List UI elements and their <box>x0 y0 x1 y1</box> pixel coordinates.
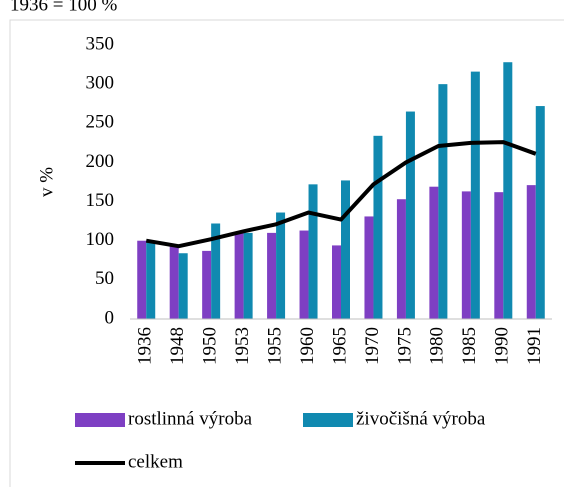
x-tick-label: 1960 <box>297 327 318 365</box>
bar <box>526 185 536 319</box>
y-tick-label: 200 <box>86 151 115 172</box>
y-tick-label: 350 <box>86 33 115 54</box>
bar <box>308 184 318 319</box>
x-tick-label: 1955 <box>264 327 285 365</box>
x-tick-label: 1980 <box>427 327 448 365</box>
legend-label: živočišná výroba <box>356 408 486 429</box>
x-tick-label: 1950 <box>200 327 221 365</box>
bar <box>535 106 545 319</box>
bar <box>396 199 406 319</box>
bar <box>503 62 513 319</box>
x-tick-label: 1991 <box>524 327 545 365</box>
bar <box>364 216 374 319</box>
y-tick-label: 250 <box>86 112 115 133</box>
bar <box>405 111 415 320</box>
bar <box>461 191 471 319</box>
bar <box>243 232 253 319</box>
bar <box>267 232 277 319</box>
legend-swatch <box>303 413 353 427</box>
bar <box>276 212 286 319</box>
line <box>145 140 537 249</box>
x-tick-label: 1965 <box>329 327 350 365</box>
x-tick-label: 1936 <box>135 327 156 365</box>
bar <box>169 246 179 319</box>
y-axis-label: v % <box>36 167 57 197</box>
bar <box>234 232 244 319</box>
bar <box>438 84 448 320</box>
chart-title: 1936 = 100 % <box>10 0 117 15</box>
bar <box>341 180 350 319</box>
x-tick-label: 1953 <box>232 327 253 365</box>
legend-label: celkem <box>128 451 183 472</box>
bar <box>332 245 341 319</box>
x-tick-label: 1975 <box>394 327 415 365</box>
y-tick-label: 100 <box>86 229 115 250</box>
bar <box>299 230 309 319</box>
legend-label: rostlinná výroba <box>128 408 253 429</box>
legend-swatch <box>75 413 125 427</box>
bar <box>494 192 504 319</box>
x-tick-label: 1985 <box>459 327 480 365</box>
x-tick-label: 1948 <box>167 327 188 365</box>
bar <box>470 71 480 319</box>
bar <box>202 250 212 319</box>
bar <box>137 240 147 319</box>
y-tick-label: 300 <box>86 73 115 94</box>
chart-frame <box>9 19 564 487</box>
x-tick-label: 1990 <box>492 327 513 365</box>
bar <box>178 253 188 319</box>
bar <box>211 223 221 319</box>
bar <box>146 240 156 319</box>
y-tick-label: 150 <box>86 190 115 211</box>
bar <box>429 186 439 319</box>
bar <box>373 135 383 319</box>
y-tick-label: 0 <box>105 307 115 328</box>
x-tick-label: 1970 <box>362 327 383 365</box>
y-tick-label: 50 <box>95 268 114 289</box>
